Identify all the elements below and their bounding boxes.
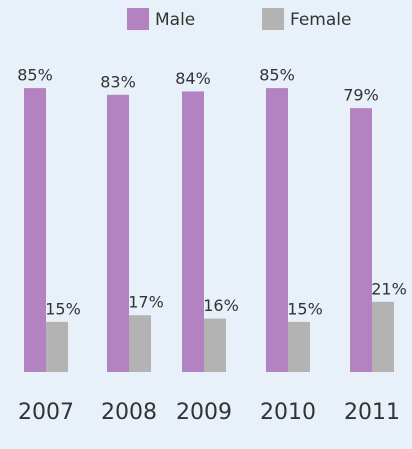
value-label: 15% <box>287 299 323 318</box>
legend-swatch <box>262 8 284 30</box>
bar <box>266 88 288 372</box>
legend-label: Male <box>155 10 195 30</box>
bar <box>129 315 151 372</box>
x-tick-label: 2009 <box>176 400 232 425</box>
x-tick-label: 2008 <box>101 400 157 425</box>
value-label: 16% <box>203 296 239 315</box>
x-tick-label: 2007 <box>18 400 74 425</box>
x-tick-label: 2010 <box>260 400 316 425</box>
x-tick-label: 2011 <box>344 400 400 425</box>
legend-label: Female <box>290 10 351 30</box>
value-label: 83% <box>100 72 136 91</box>
bar <box>350 108 372 372</box>
bar <box>288 321 310 372</box>
value-label: 79% <box>343 86 379 105</box>
value-label: 15% <box>45 299 81 318</box>
bar <box>372 301 394 372</box>
bar <box>182 91 204 372</box>
value-label: 85% <box>17 66 53 85</box>
value-label: 84% <box>175 69 211 88</box>
bar <box>24 88 46 372</box>
value-label: 21% <box>371 279 407 298</box>
value-label: 85% <box>259 66 295 85</box>
legend-swatch <box>127 8 149 30</box>
bar <box>204 318 226 372</box>
bar <box>107 94 129 372</box>
value-label: 17% <box>128 293 164 312</box>
bar <box>46 321 68 372</box>
